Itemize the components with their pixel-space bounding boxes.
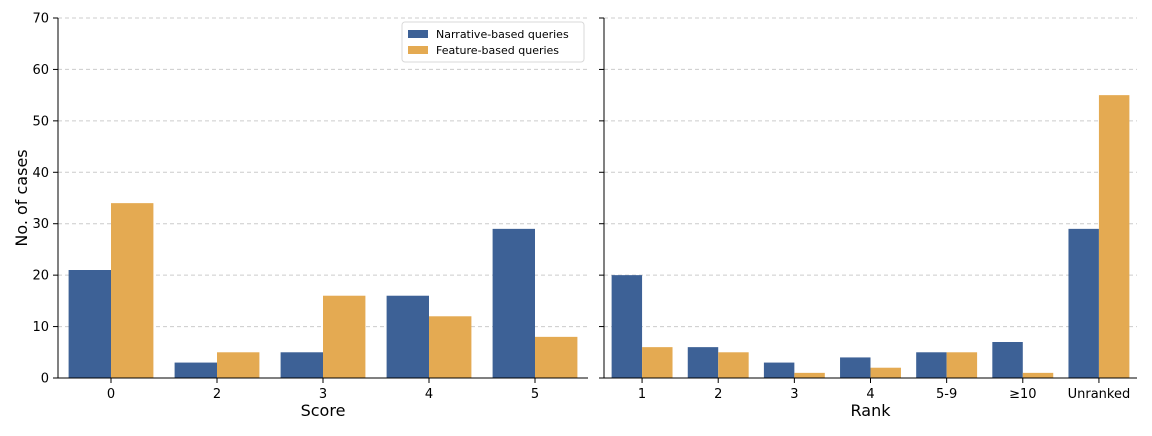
legend-label-narrative: Narrative-based queries: [436, 28, 569, 41]
bar-feature-0: [111, 203, 154, 378]
legend: Narrative-based queries Feature-based que…: [401, 21, 585, 63]
bar-narrative-2: [280, 352, 323, 378]
y-axis-label: No. of cases: [12, 149, 31, 246]
x-tick-label: 4: [866, 387, 874, 402]
bar-narrative-5: [992, 342, 1023, 378]
x-tick-label: 0: [107, 387, 115, 402]
bar-feature-1: [718, 352, 749, 378]
bar-feature-2: [323, 295, 366, 378]
x-tick-label: Unranked: [1068, 387, 1131, 402]
bar-narrative-4: [492, 228, 535, 378]
y-tick-label: 50: [32, 114, 49, 129]
bar-narrative-3: [840, 357, 871, 378]
bar-feature-4: [946, 352, 978, 378]
y-tick-label: 30: [32, 217, 49, 232]
bar-feature-0: [642, 347, 673, 378]
chart-panel-1: 0 10 20 30 40 50 60 70 0 2 3 4 5 Score No. of cases Nar…: [12, 12, 588, 420]
y-tick-label: 60: [32, 63, 49, 78]
y-tick-label: 20: [32, 269, 49, 284]
x-tick-label: 5: [531, 387, 539, 402]
y-tick-label: 70: [32, 12, 49, 27]
x-tick-label: 1: [638, 387, 646, 402]
bar-narrative-3: [386, 295, 429, 378]
bar-feature-3: [429, 316, 472, 378]
x-tick-label: 5-9: [936, 387, 957, 402]
y-tick-label: 0: [41, 372, 49, 387]
bar-feature-6: [1098, 95, 1130, 379]
x-tick-label: 3: [319, 387, 327, 402]
bar-narrative-6: [1068, 228, 1099, 378]
x-axis-label: Rank: [851, 401, 892, 420]
legend-swatch-feature: [408, 46, 428, 54]
x-tick-label: ≥10: [1009, 387, 1036, 402]
bar-feature-2: [794, 372, 825, 378]
bar-narrative-0: [68, 270, 111, 378]
y-tick-label: 40: [32, 166, 49, 181]
x-tick-label: 2: [714, 387, 722, 402]
bar-feature-5: [1022, 372, 1054, 378]
y-tick-label: 10: [32, 320, 49, 335]
bar-narrative-2: [763, 362, 795, 378]
chart-panel-2: 1 2 3 4 5-9 ≥10 Unranked Rank: [599, 17, 1137, 420]
x-tick-label: 3: [790, 387, 798, 402]
x-tick-label: 2: [213, 387, 221, 402]
bar-narrative-1: [687, 347, 719, 378]
legend-swatch-narrative: [408, 30, 428, 38]
bar-narrative-0: [611, 275, 643, 378]
x-axis-label: Score: [301, 401, 346, 420]
x-tick-label: 4: [425, 387, 433, 402]
bar-feature-3: [870, 367, 901, 378]
legend-box: [401, 21, 585, 63]
legend-label-feature: Feature-based queries: [436, 44, 559, 57]
bar-feature-1: [217, 352, 260, 378]
bar-feature-4: [535, 336, 578, 378]
bar-narrative-4: [916, 352, 947, 378]
bar-narrative-1: [174, 362, 217, 378]
